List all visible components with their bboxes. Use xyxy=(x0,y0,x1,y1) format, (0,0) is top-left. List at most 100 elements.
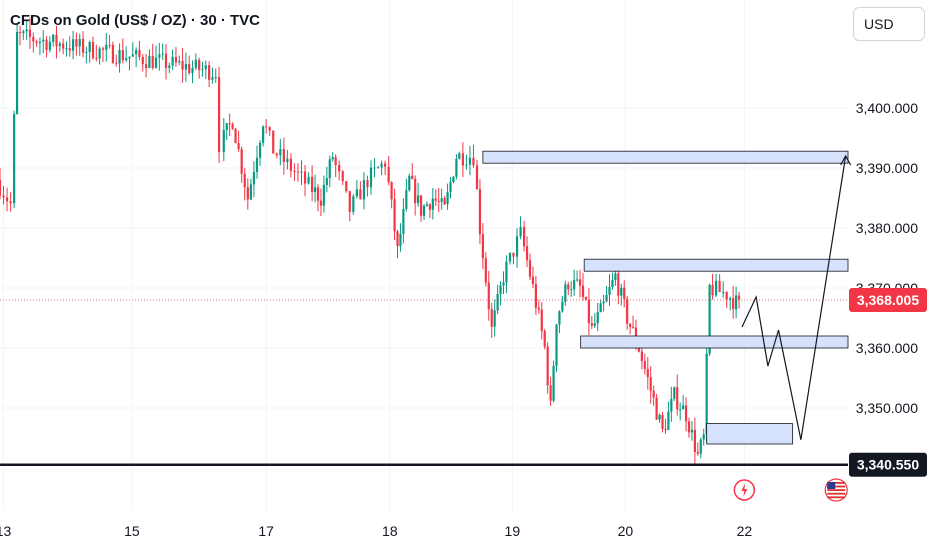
supply-demand-zone[interactable] xyxy=(583,258,849,272)
candle-body xyxy=(28,29,32,37)
candle-body xyxy=(171,56,174,66)
candle-body xyxy=(366,180,369,188)
candle-body xyxy=(629,323,632,327)
supply-demand-zone[interactable] xyxy=(482,150,849,164)
candle-body xyxy=(38,41,42,43)
candle-body xyxy=(481,234,484,259)
candle-body xyxy=(673,387,676,399)
candle-body xyxy=(534,284,537,308)
candle-body xyxy=(13,113,16,204)
candle-body xyxy=(531,276,535,285)
candle-body xyxy=(252,171,256,185)
candle-body xyxy=(282,149,285,163)
candle-body xyxy=(293,170,296,172)
candle-body xyxy=(194,59,197,68)
candle-body xyxy=(338,165,341,172)
candle-body xyxy=(275,153,278,156)
candle-body xyxy=(640,351,643,362)
candle-body xyxy=(85,51,88,53)
candle-body xyxy=(573,280,576,290)
candle-body xyxy=(437,200,440,202)
candle-body xyxy=(408,175,411,191)
candle-body xyxy=(567,284,570,290)
candle-body xyxy=(617,273,620,296)
candle-body xyxy=(303,171,307,184)
candle-body xyxy=(141,56,144,65)
candle-body xyxy=(525,246,529,261)
projection-path[interactable] xyxy=(741,155,847,440)
candle-body xyxy=(174,56,178,63)
candle-body xyxy=(25,29,28,32)
candle-body xyxy=(246,187,249,200)
candle-body xyxy=(484,258,487,283)
candle-body xyxy=(45,39,48,50)
candle-body xyxy=(373,167,376,169)
candle-body xyxy=(300,171,303,173)
x-tick-label: 18 xyxy=(382,523,398,539)
candle-body xyxy=(425,204,429,206)
flag-canton xyxy=(827,482,836,489)
y-tick-label: 3,380.000 xyxy=(856,220,918,236)
candle-body xyxy=(414,178,417,204)
x-tick-label: 19 xyxy=(505,523,521,539)
candle-body xyxy=(234,128,237,144)
projection-arrowhead xyxy=(840,154,852,166)
candle-body xyxy=(355,189,358,197)
candle-body xyxy=(240,149,243,174)
candle-body xyxy=(452,176,455,183)
candle-body xyxy=(502,282,505,286)
candle-body xyxy=(599,303,602,313)
y-tick-label: 3,360.000 xyxy=(856,340,918,356)
candle-body xyxy=(98,48,101,59)
candle-body xyxy=(602,301,605,304)
candle-body xyxy=(296,171,300,173)
candle-body xyxy=(402,208,405,234)
candle-body xyxy=(55,34,58,47)
last-price-tag-bg xyxy=(849,287,927,312)
candle-body xyxy=(658,414,661,420)
candle-body xyxy=(268,127,271,131)
candle-body xyxy=(325,178,328,185)
candle-body xyxy=(161,53,164,55)
candle-body xyxy=(68,48,71,51)
y-tick-label: 3,390.000 xyxy=(856,160,918,176)
currency-button[interactable]: USD xyxy=(853,7,925,41)
candle-body xyxy=(623,287,626,300)
candle-body xyxy=(405,190,408,209)
candle-body xyxy=(331,157,334,160)
candle-body xyxy=(289,158,293,171)
candle-body xyxy=(422,205,426,216)
candle-body xyxy=(419,195,423,216)
candle-body xyxy=(58,43,61,47)
candle-body xyxy=(307,176,310,184)
supply-demand-zone[interactable] xyxy=(580,335,849,349)
candle-body xyxy=(523,226,526,247)
candle-body xyxy=(148,55,151,68)
flag-stripe xyxy=(827,485,846,488)
candle-body xyxy=(417,195,420,204)
candle-body xyxy=(118,49,121,64)
candle-body xyxy=(440,198,443,202)
candle-body xyxy=(555,324,558,366)
candle-body xyxy=(449,182,452,193)
candle-body xyxy=(649,377,652,391)
candle-body xyxy=(128,56,131,59)
candle-body xyxy=(255,157,259,172)
candle-body xyxy=(262,126,265,143)
candle-body xyxy=(684,405,688,422)
candle-body xyxy=(661,414,664,429)
candle-body xyxy=(411,175,414,179)
candle-body xyxy=(711,284,714,296)
candle-body xyxy=(78,38,81,47)
candle-body xyxy=(390,182,393,200)
candle-body xyxy=(718,280,721,293)
candle-body xyxy=(201,69,204,71)
supply-demand-zone[interactable] xyxy=(706,423,794,445)
x-tick-label: 20 xyxy=(618,523,634,539)
candle-body xyxy=(676,387,679,410)
candle-body xyxy=(151,55,154,69)
candle-body xyxy=(362,180,366,200)
candle-body xyxy=(722,291,725,293)
